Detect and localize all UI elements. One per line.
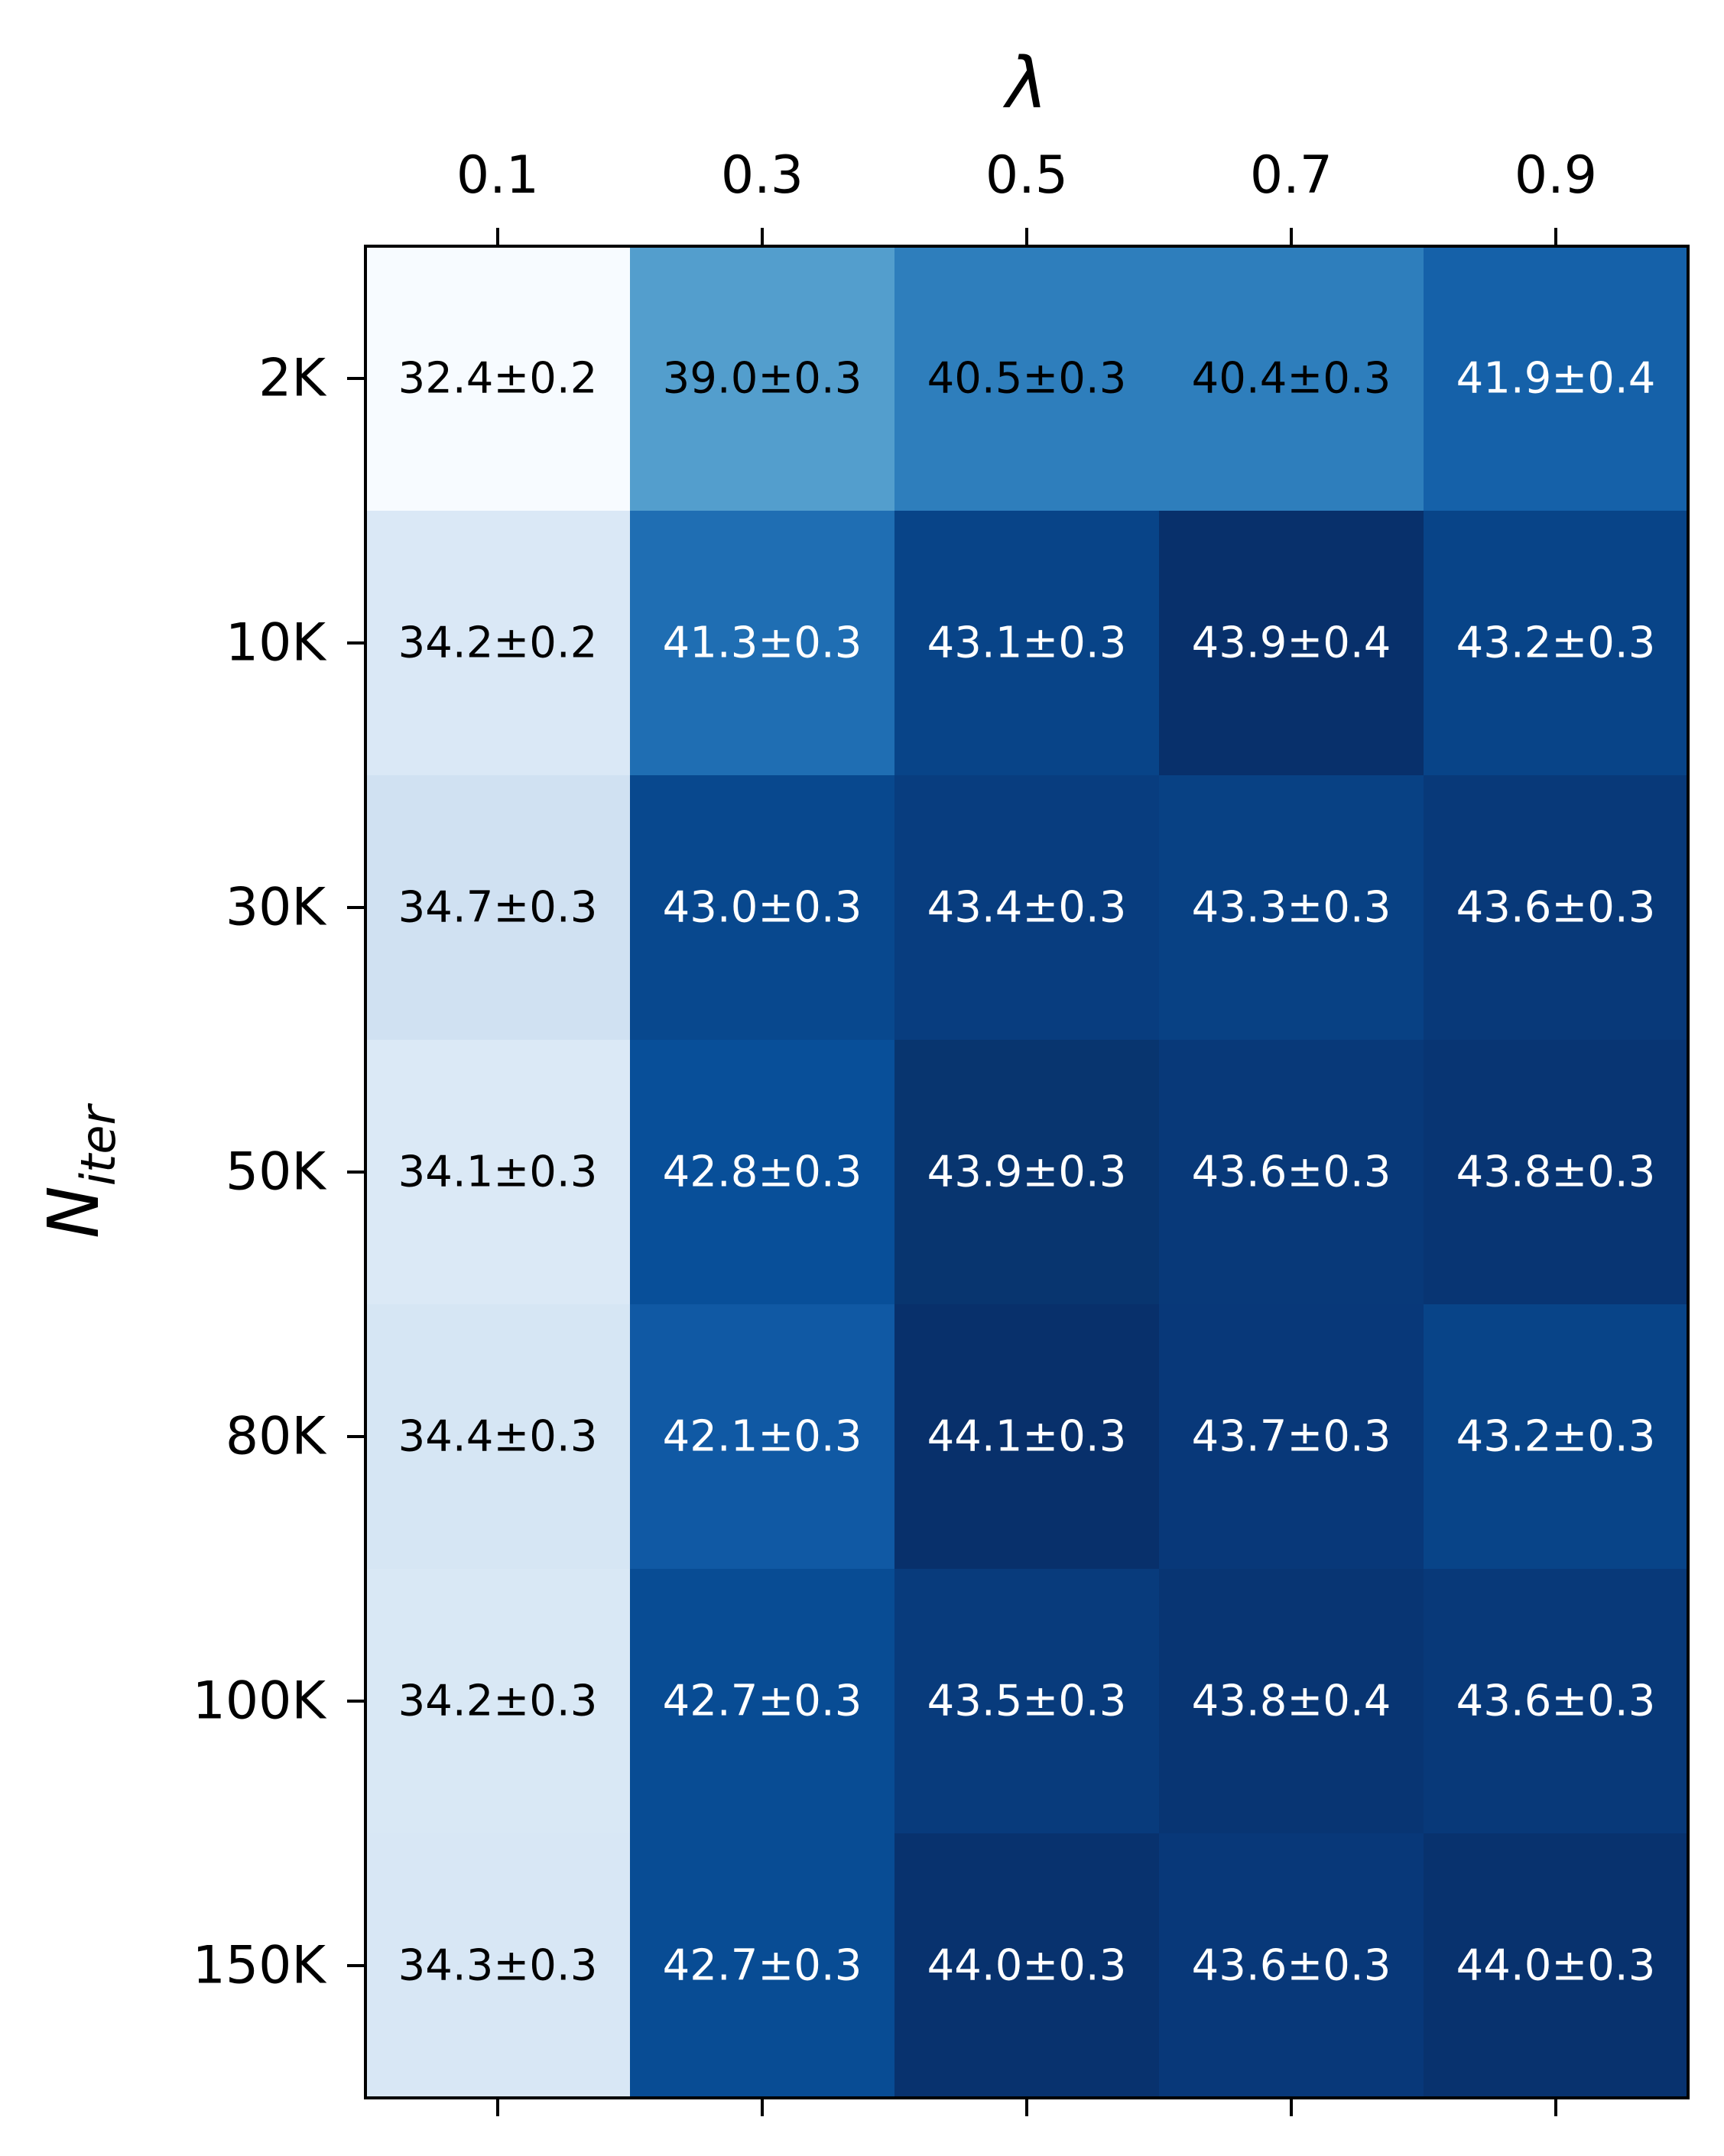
cell-value-label: 43.9±0.3	[927, 1148, 1127, 1197]
heatmap-cell	[1159, 1569, 1424, 1834]
heatmap-cell	[630, 1040, 895, 1305]
x-tick-label: 0.9	[1515, 145, 1597, 206]
cell-value-label: 32.4±0.2	[398, 354, 598, 404]
heatmap-cell	[1159, 1304, 1424, 1570]
cell-value-label: 42.1±0.3	[663, 1412, 862, 1462]
heatmap-cell	[630, 246, 895, 511]
cell-value-label: 34.1±0.3	[398, 1148, 598, 1197]
heatmap-cell	[1424, 1833, 1689, 2099]
cell-value-label: 43.2±0.3	[1456, 1412, 1656, 1462]
cell-value-label: 34.4±0.3	[398, 1412, 598, 1462]
cell-value-label: 34.3±0.3	[398, 1941, 598, 1991]
heatmap-cell	[1159, 1040, 1424, 1305]
y-tick-label: 50K	[226, 1142, 328, 1203]
cell-value-label: 43.2±0.3	[1456, 619, 1656, 668]
heatmap-cell	[365, 1833, 631, 2099]
cell-value-label: 42.8±0.3	[663, 1148, 862, 1197]
cell-value-label: 34.2±0.3	[398, 1677, 598, 1726]
cell-value-label: 34.2±0.2	[398, 619, 598, 668]
heatmap-cell	[1424, 511, 1689, 776]
cell-value-label: 44.0±0.3	[1456, 1941, 1656, 1991]
x-tick-label: 0.3	[721, 145, 804, 206]
cell-value-label: 43.7±0.3	[1192, 1412, 1391, 1462]
cell-value-label: 44.1±0.3	[927, 1412, 1127, 1462]
cell-value-label: 42.7±0.3	[663, 1941, 862, 1991]
heatmap-cell	[894, 1569, 1160, 1834]
x-tick-label: 0.7	[1250, 145, 1333, 206]
cell-value-label: 43.6±0.3	[1456, 883, 1656, 933]
y-axis-title-subscript: iter	[70, 1102, 126, 1186]
heatmap-cell	[365, 1040, 631, 1305]
cell-value-label: 43.4±0.3	[927, 883, 1127, 933]
y-tick-label: 150K	[193, 1936, 328, 1996]
heatmap-cell-labels: 32.4±0.2 39.0±0.3 40.5±0.3 40.4±0.3 41.9±0.4…	[398, 354, 1656, 1991]
y-axis-title-base: N	[33, 1186, 115, 1239]
heatmap-cell	[1159, 246, 1424, 511]
x-axis-title: λ	[1002, 42, 1047, 124]
cell-value-label: 42.7±0.3	[663, 1677, 862, 1726]
cell-value-label: 43.6±0.3	[1456, 1677, 1656, 1726]
heatmap-cell	[1159, 1833, 1424, 2099]
cell-value-label: 34.7±0.3	[398, 883, 598, 933]
heatmap-cell	[630, 1833, 895, 2099]
heatmap-cell	[894, 1833, 1160, 2099]
heatmap-cell	[365, 775, 631, 1041]
heatmap-cell	[365, 1304, 631, 1570]
heatmap-cell	[894, 775, 1160, 1041]
x-tick-label: 0.5	[985, 145, 1068, 206]
heatmap-cell	[365, 511, 631, 776]
cell-value-label: 43.9±0.4	[1192, 619, 1391, 668]
cell-value-label: 43.1±0.3	[927, 619, 1127, 668]
cell-value-label: 40.4±0.3	[1192, 354, 1391, 404]
y-tick-label: 80K	[226, 1407, 328, 1467]
y-tick-label: 2K	[258, 349, 327, 409]
x-tick-label: 0.1	[456, 145, 539, 206]
heatmap-cell	[1159, 511, 1424, 776]
cell-value-label: 43.8±0.4	[1192, 1677, 1391, 1726]
heatmap-cell	[630, 511, 895, 776]
y-tick-label: 10K	[226, 613, 328, 674]
axis-ticks: 0.1 0.3 0.5 0.7 0.9 2K 10K 30K 50K 80K 100K 150K	[193, 145, 1597, 2116]
heatmap-cell	[894, 1304, 1160, 1570]
cell-value-label: 43.6±0.3	[1192, 1148, 1391, 1197]
y-axis-title: Niter	[33, 1102, 126, 1239]
cell-value-label: 43.8±0.3	[1456, 1148, 1656, 1197]
heatmap-cell	[1424, 1304, 1689, 1570]
cell-value-label: 41.9±0.4	[1456, 354, 1656, 404]
heatmap-cell	[894, 511, 1160, 776]
y-tick-label: 100K	[193, 1671, 328, 1732]
heatmap-cell	[630, 1304, 895, 1570]
heatmap-cell	[630, 1569, 895, 1834]
heatmap-cell	[1424, 775, 1689, 1041]
cell-value-label: 40.5±0.3	[927, 354, 1127, 404]
heatmap-cell	[365, 246, 631, 511]
heatmap-cell	[630, 775, 895, 1041]
cell-value-label: 43.3±0.3	[1192, 883, 1391, 933]
heatmap-cell	[894, 246, 1160, 511]
cell-value-label: 41.3±0.3	[663, 619, 862, 668]
heatmap-cell	[894, 1040, 1160, 1305]
cell-value-label: 43.0±0.3	[663, 883, 862, 933]
heatmap-cells	[365, 246, 1689, 2099]
cell-value-label: 43.6±0.3	[1192, 1941, 1391, 1991]
cell-value-label: 39.0±0.3	[663, 354, 862, 404]
heatmap-cell	[1424, 246, 1689, 511]
y-tick-label: 30K	[226, 878, 328, 938]
cell-value-label: 43.5±0.3	[927, 1677, 1127, 1726]
cell-value-label: 44.0±0.3	[927, 1941, 1127, 1991]
heatmap-cell	[365, 1569, 631, 1834]
heatmap-cell	[1159, 775, 1424, 1041]
heatmap-cell	[1424, 1040, 1689, 1305]
heatmap-cell	[1424, 1569, 1689, 1834]
